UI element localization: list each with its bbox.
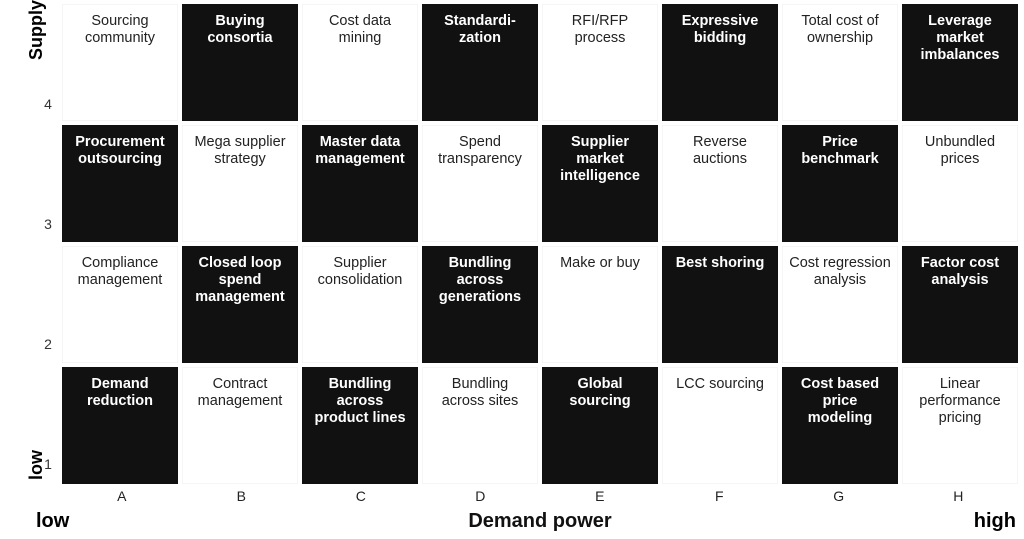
cell-C1: Bundling across product lines: [302, 367, 418, 484]
cell-label: Price benchmark: [789, 134, 891, 168]
cell-B2: Closed loop spend management: [182, 246, 298, 363]
col-label-E: E: [540, 488, 660, 504]
cell-label: Supplier consolidation: [309, 255, 411, 289]
cell-D1: Bundling across sites: [422, 367, 538, 484]
row-label-4: 4: [38, 96, 58, 112]
cell-E1: Global sourcing: [542, 367, 658, 484]
cell-E4: RFI/RFP process: [542, 4, 658, 121]
cell-label: Leverage market imbalances: [909, 13, 1011, 64]
cell-label: Cost regression analysis: [789, 255, 891, 289]
col-label-D: D: [421, 488, 541, 504]
cell-label: Global sourcing: [549, 376, 651, 410]
matrix-grid: Sourcing community Buying consortia Cost d…: [62, 4, 1018, 484]
cell-label: Factor cost analysis: [909, 255, 1011, 289]
cell-label: RFI/RFP process: [549, 13, 651, 47]
cell-label: Bundling across product lines: [309, 376, 411, 427]
cell-label: Cost data mining: [309, 13, 411, 47]
cell-label: Demand reduction: [69, 376, 171, 410]
cell-label: Reverse auctions: [669, 134, 771, 168]
x-axis-high-label: high: [974, 510, 1016, 533]
cell-label: Total cost of ownership: [789, 13, 891, 47]
cell-label: Bundling across sites: [429, 376, 531, 410]
cell-D3: Spend transparency: [422, 125, 538, 242]
cell-C4: Cost data mining: [302, 4, 418, 121]
cell-label: Unbundled prices: [909, 134, 1011, 168]
cell-A4: Sourcing community: [62, 4, 178, 121]
cell-label: Compliance management: [69, 255, 171, 289]
row-label-3: 3: [38, 216, 58, 232]
cell-G1: Cost based price modeling: [782, 367, 898, 484]
cell-F4: Expressive bidding: [662, 4, 778, 121]
cell-label: Contract management: [189, 376, 291, 410]
x-axis-title: Demand power: [62, 510, 1018, 533]
cell-label: Spend transparency: [429, 134, 531, 168]
cell-label: Best shoring: [676, 255, 765, 272]
col-label-B: B: [182, 488, 302, 504]
cell-label: Bundling across generations: [429, 255, 531, 306]
cell-label: Linear performance pricing: [909, 376, 1011, 427]
row-label-2: 2: [38, 336, 58, 352]
cell-B1: Contract management: [182, 367, 298, 484]
cell-H4: Leverage market imbalances: [902, 4, 1018, 121]
cell-D4: Standardi-zation: [422, 4, 538, 121]
cell-H3: Unbundled prices: [902, 125, 1018, 242]
cell-G4: Total cost of ownership: [782, 4, 898, 121]
cell-A2: Compliance management: [62, 246, 178, 363]
cell-E3: Supplier market intelligence: [542, 125, 658, 242]
cell-F3: Reverse auctions: [662, 125, 778, 242]
cell-F2: Best shoring: [662, 246, 778, 363]
cell-label: Procurement outsourcing: [69, 134, 171, 168]
cell-label: Cost based price modeling: [789, 376, 891, 427]
cell-F1: LCC sourcing: [662, 367, 778, 484]
cell-B4: Buying consortia: [182, 4, 298, 121]
cell-label: Master data management: [309, 134, 411, 168]
cell-label: Mega supplier strategy: [189, 134, 291, 168]
cell-label: Make or buy: [560, 255, 640, 272]
column-labels: A B C D E F G H: [62, 488, 1018, 504]
row-label-1: 1: [38, 456, 58, 472]
cell-C3: Master data management: [302, 125, 418, 242]
col-label-G: G: [779, 488, 899, 504]
cell-G3: Price benchmark: [782, 125, 898, 242]
cell-B3: Mega supplier strategy: [182, 125, 298, 242]
cell-label: LCC sourcing: [676, 376, 764, 393]
cell-label: Buying consortia: [189, 13, 291, 47]
y-axis-top-label: Supply: [26, 0, 47, 60]
cell-label: Closed loop spend management: [189, 255, 291, 306]
col-label-H: H: [899, 488, 1019, 504]
cell-A3: Procurement outsourcing: [62, 125, 178, 242]
cell-A1: Demand reduction: [62, 367, 178, 484]
cell-G2: Cost regression analysis: [782, 246, 898, 363]
col-label-F: F: [660, 488, 780, 504]
cell-label: Expressive bidding: [669, 13, 771, 47]
cell-label: Sourcing community: [69, 13, 171, 47]
cell-H2: Factor cost analysis: [902, 246, 1018, 363]
purchasing-chessboard: Supply low 4 3 2 1 Sourcing community Buy…: [0, 0, 1024, 539]
cell-E2: Make or buy: [542, 246, 658, 363]
y-axis: Supply low: [6, 4, 28, 484]
cell-H1: Linear performance pricing: [902, 367, 1018, 484]
cell-label: Standardi-zation: [444, 13, 516, 47]
cell-D2: Bundling across generations: [422, 246, 538, 363]
cell-label: Supplier market intelligence: [549, 134, 651, 185]
cell-C2: Supplier consolidation: [302, 246, 418, 363]
col-label-A: A: [62, 488, 182, 504]
col-label-C: C: [301, 488, 421, 504]
